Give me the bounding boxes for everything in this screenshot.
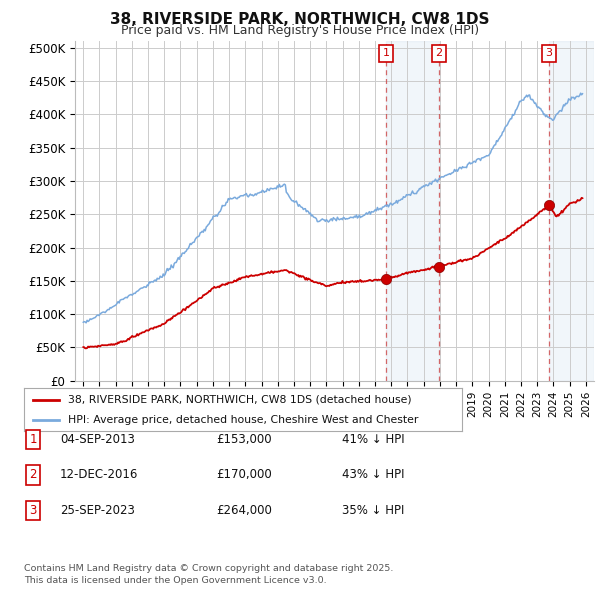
Text: 41% ↓ HPI: 41% ↓ HPI	[342, 433, 404, 446]
Text: HPI: Average price, detached house, Cheshire West and Chester: HPI: Average price, detached house, Ches…	[68, 415, 418, 425]
Text: 38, RIVERSIDE PARK, NORTHWICH, CW8 1DS: 38, RIVERSIDE PARK, NORTHWICH, CW8 1DS	[110, 12, 490, 27]
Text: 2: 2	[29, 468, 37, 481]
Point	[434, 263, 444, 272]
Text: 04-SEP-2013: 04-SEP-2013	[60, 433, 135, 446]
Text: 43% ↓ HPI: 43% ↓ HPI	[342, 468, 404, 481]
Text: 2: 2	[436, 48, 443, 58]
Text: £264,000: £264,000	[216, 504, 272, 517]
Point	[381, 274, 391, 284]
Text: 35% ↓ HPI: 35% ↓ HPI	[342, 504, 404, 517]
Point	[544, 200, 554, 209]
Text: £170,000: £170,000	[216, 468, 272, 481]
Text: £153,000: £153,000	[216, 433, 272, 446]
Text: 1: 1	[29, 433, 37, 446]
Text: Price paid vs. HM Land Registry's House Price Index (HPI): Price paid vs. HM Land Registry's House …	[121, 24, 479, 37]
Text: 3: 3	[29, 504, 37, 517]
Text: 38, RIVERSIDE PARK, NORTHWICH, CW8 1DS (detached house): 38, RIVERSIDE PARK, NORTHWICH, CW8 1DS (…	[68, 395, 412, 405]
Bar	[549, 41, 594, 381]
Text: 1: 1	[382, 48, 389, 58]
Bar	[386, 41, 439, 381]
Text: Contains HM Land Registry data © Crown copyright and database right 2025.
This d: Contains HM Land Registry data © Crown c…	[24, 565, 394, 585]
Text: 12-DEC-2016: 12-DEC-2016	[60, 468, 139, 481]
Text: 25-SEP-2023: 25-SEP-2023	[60, 504, 135, 517]
Bar	[549, 41, 594, 381]
Text: 3: 3	[545, 48, 553, 58]
